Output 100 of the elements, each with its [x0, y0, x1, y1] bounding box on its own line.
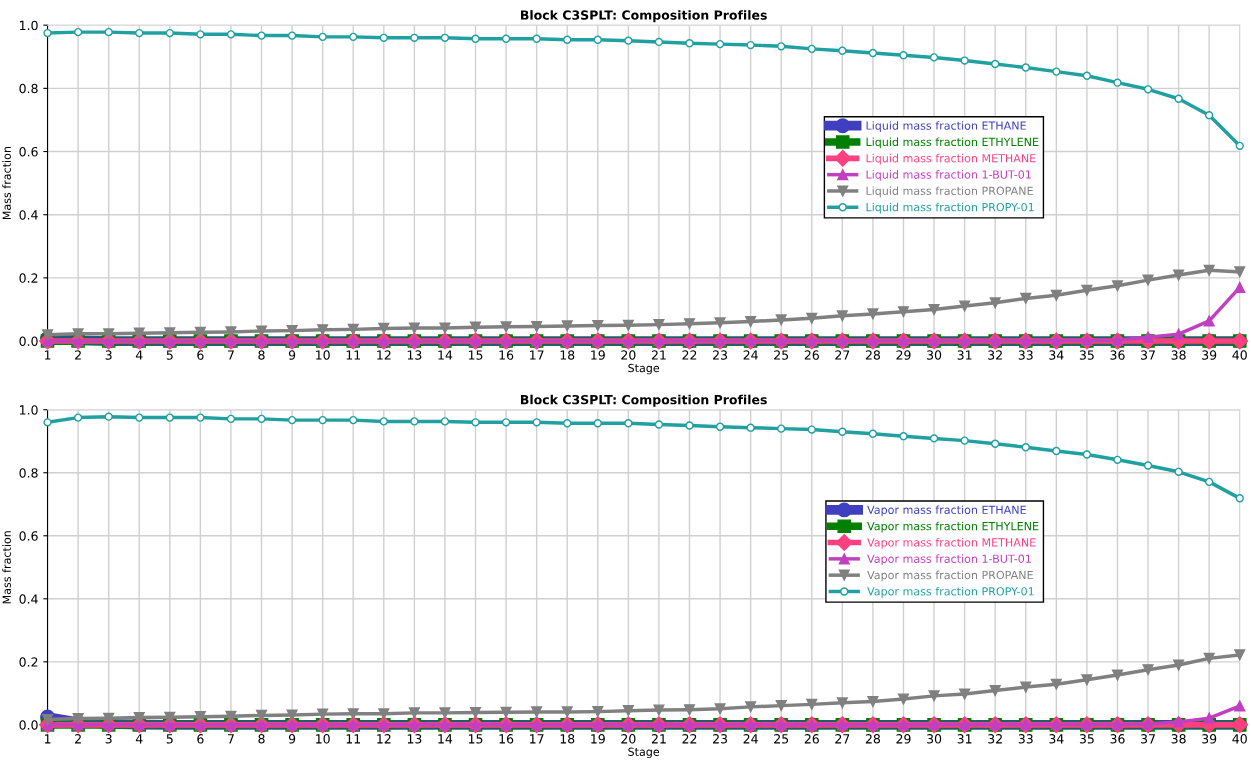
- x-tick-label: 8: [258, 734, 265, 744]
- legend-label: Vapor mass fraction PROPANE: [867, 570, 1033, 582]
- x-tick-label: 12: [377, 734, 391, 744]
- legend-label: Vapor mass fraction ETHYLENE: [867, 521, 1039, 533]
- x-tick-label: 40: [1232, 350, 1247, 360]
- x-tick-label: 37: [1141, 350, 1155, 360]
- y-tick-label: 0.4: [19, 594, 38, 604]
- y-tick-label: 0.2: [19, 273, 38, 283]
- x-tick-label: 26: [804, 734, 819, 744]
- x-tick-label: 36: [1110, 350, 1125, 360]
- chart-title: Block C3SPLT: Composition Profiles: [520, 394, 767, 407]
- x-tick-label: 17: [530, 350, 544, 360]
- x-tick-label: 32: [988, 350, 1002, 360]
- chart-title: Block C3SPLT: Composition Profiles: [520, 10, 767, 23]
- y-tick-label: 0.6: [19, 147, 38, 157]
- x-tick-label: 22: [682, 350, 697, 360]
- x-tick-label: 6: [197, 350, 204, 360]
- x-tick-label: 28: [865, 734, 881, 744]
- x-tick-label: 3: [105, 734, 112, 744]
- x-tick-label: 13: [407, 350, 422, 360]
- x-tick-label: 27: [835, 734, 850, 744]
- x-tick-label: 12: [377, 350, 391, 360]
- x-tick-label: 39: [1202, 350, 1217, 360]
- x-tick-label: 36: [1110, 734, 1125, 744]
- y-tick-label: 0.4: [19, 210, 38, 220]
- legend-label: Vapor mass fraction PROPY-01: [867, 586, 1034, 598]
- x-tick-label: 27: [835, 350, 850, 360]
- x-tick-label: 29: [896, 350, 911, 360]
- x-tick-label: 39: [1202, 734, 1217, 744]
- y-tick-label: 0.8: [19, 83, 38, 94]
- x-tick-label: 28: [865, 350, 881, 360]
- x-tick-label: 14: [438, 734, 453, 744]
- x-tick-label: 4: [135, 734, 143, 744]
- x-tick-label: 11: [346, 350, 361, 360]
- x-tick-label: 18: [560, 734, 575, 744]
- x-tick-label: 21: [651, 350, 666, 360]
- x-tick-label: 30: [927, 734, 942, 744]
- x-tick-label: 2: [75, 350, 81, 360]
- x-tick-label: 13: [407, 734, 422, 744]
- x-tick-label: 14: [438, 350, 453, 360]
- x-tick-label: 10: [316, 734, 330, 744]
- legend-label: Liquid mass fraction ETHYLENE: [866, 137, 1039, 149]
- y-tick-label: 1.0: [20, 20, 38, 31]
- x-tick-label: 33: [1018, 734, 1033, 744]
- x-tick-label: 38: [1171, 350, 1186, 360]
- x-axis-title: Stage: [628, 747, 660, 759]
- x-tick-label: 1: [44, 734, 51, 744]
- legend-label: Liquid mass fraction ETHANE: [866, 121, 1026, 132]
- x-tick-label: 9: [288, 734, 296, 744]
- y-axis-title: Mass fraction: [2, 146, 11, 220]
- x-tick-label: 4: [135, 350, 143, 360]
- x-tick-label: 22: [682, 734, 697, 744]
- y-tick-label: 0.2: [19, 657, 38, 667]
- x-tick-label: 15: [468, 350, 483, 360]
- x-tick-label: 21: [651, 734, 666, 744]
- x-tick-label: 25: [774, 350, 789, 360]
- x-tick-label: 23: [713, 734, 728, 744]
- x-tick-label: 25: [774, 734, 789, 744]
- x-tick-label: 26: [804, 350, 819, 360]
- y-tick-label: 0.0: [19, 720, 38, 730]
- x-tick-label: 6: [197, 734, 204, 744]
- x-tick-label: 24: [743, 734, 758, 744]
- legend-label: Liquid mass fraction PROPANE: [866, 186, 1033, 198]
- x-tick-label: 35: [1079, 350, 1094, 360]
- x-tick-label: 9: [288, 350, 296, 360]
- x-tick-label: 40: [1232, 734, 1247, 744]
- x-tick-label: 18: [560, 350, 575, 360]
- x-tick-label: 5: [166, 734, 173, 744]
- x-tick-label: 29: [896, 734, 911, 744]
- x-tick-label: 3: [105, 350, 112, 360]
- x-tick-label: 2: [75, 734, 81, 744]
- legend-label: Vapor mass fraction METHANE: [867, 538, 1036, 549]
- x-tick-label: 16: [499, 734, 514, 744]
- x-tick-label: 10: [316, 350, 330, 360]
- x-tick-label: 15: [468, 734, 483, 744]
- x-tick-label: 20: [621, 350, 636, 360]
- legend-label: Liquid mass fraction 1-BUT-01: [866, 170, 1031, 181]
- x-axis-title: Stage: [628, 363, 660, 375]
- y-axis-title: Mass fraction: [2, 531, 11, 604]
- x-tick-label: 38: [1171, 734, 1186, 744]
- legend-label: Vapor mass fraction 1-BUT-01: [867, 554, 1031, 566]
- x-tick-label: 8: [258, 350, 265, 360]
- x-tick-label: 33: [1018, 350, 1033, 360]
- y-tick-label: 0.6: [19, 531, 38, 541]
- legend-label: Liquid mass fraction METHANE: [866, 153, 1036, 165]
- x-tick-label: 16: [499, 350, 514, 360]
- y-tick-label: 0.8: [19, 468, 38, 478]
- x-tick-label: 31: [957, 350, 972, 360]
- x-tick-label: 20: [621, 734, 636, 744]
- x-tick-label: 1: [44, 350, 51, 360]
- x-tick-label: 17: [530, 734, 544, 744]
- legend-label: Vapor mass fraction ETHANE: [867, 505, 1026, 517]
- x-tick-label: 30: [927, 350, 942, 360]
- x-tick-label: 34: [1049, 734, 1064, 744]
- x-tick-label: 19: [591, 350, 605, 360]
- x-tick-label: 24: [743, 350, 758, 360]
- x-tick-label: 23: [713, 350, 728, 360]
- x-tick-label: 32: [988, 734, 1002, 744]
- x-tick-label: 35: [1079, 734, 1094, 744]
- y-tick-label: 0.0: [19, 336, 38, 346]
